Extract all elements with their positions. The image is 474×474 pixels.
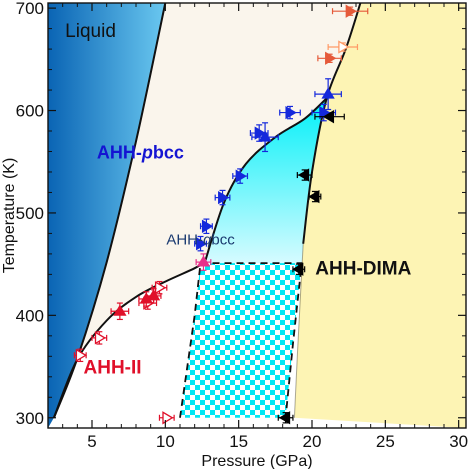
triangle-right-marker <box>154 281 167 295</box>
data-point <box>194 235 208 252</box>
data-point <box>214 189 231 206</box>
triangle-left-marker <box>297 168 310 182</box>
triangle-right-marker <box>94 331 107 345</box>
y-tick-label: 300 <box>16 409 44 428</box>
series-3 <box>317 4 369 65</box>
triangle-up-marker <box>196 255 211 267</box>
data-point <box>296 168 313 182</box>
data-point <box>199 218 214 235</box>
triangle-up-marker <box>146 289 161 301</box>
series-5 <box>194 103 337 252</box>
triangle-left-marker <box>278 411 291 425</box>
y-tick-label: 500 <box>16 204 44 223</box>
triangle-left-marker <box>292 262 304 276</box>
data-point <box>331 4 369 18</box>
triangle-right-marker <box>196 237 208 251</box>
qbcc-region <box>200 98 327 264</box>
triangle-right-marker <box>319 105 331 120</box>
x-tick-label: 10 <box>156 432 175 451</box>
triangle-right-marker <box>338 40 350 54</box>
series-2 <box>195 253 212 271</box>
triangle-left-marker <box>322 110 335 124</box>
qbcc-checker-region <box>180 263 302 418</box>
qbcc-label: AHH-qbcc <box>166 232 235 249</box>
data-point <box>195 253 212 271</box>
liquid-region <box>48 3 166 428</box>
triangle-up-marker <box>113 304 127 316</box>
triangle-right-marker <box>345 4 357 18</box>
y-tick-label: 600 <box>16 102 44 121</box>
data-point <box>314 110 345 124</box>
data-point <box>249 124 269 142</box>
data-point <box>251 122 279 153</box>
y-tick-label: 400 <box>16 306 44 325</box>
data-point <box>91 331 108 345</box>
pbcc-label: AHH-pbcc <box>97 143 184 163</box>
data-point <box>308 189 322 204</box>
qbcc-metastable-boundary <box>179 262 303 418</box>
data-point <box>110 302 130 321</box>
triangle-up-marker <box>321 87 335 99</box>
dima-region <box>294 3 466 428</box>
triangle-right-marker <box>201 219 214 233</box>
dima-label: AHH-DIMA <box>315 258 411 279</box>
plot-frame <box>47 2 467 429</box>
x-tick-label: 5 <box>87 432 96 451</box>
y-axis-label: Temperature (K) <box>1 158 18 274</box>
series-4 <box>327 40 359 54</box>
triangle-right-marker <box>235 169 247 183</box>
series-6 <box>251 78 342 153</box>
data-point <box>73 348 88 363</box>
data-point <box>279 105 301 120</box>
triangle-right-marker <box>285 105 297 120</box>
triangle-right-marker <box>218 190 230 205</box>
triangle-right-marker <box>75 348 88 362</box>
series-1 <box>110 288 162 321</box>
data-point <box>327 40 359 54</box>
x-tick-label: 25 <box>376 432 395 451</box>
triangle-left-marker <box>308 189 320 204</box>
triangle-right-marker <box>325 51 337 65</box>
data-point <box>232 168 249 184</box>
y-tick-label: 700 <box>16 0 44 18</box>
data-point <box>151 280 168 295</box>
x-tick-label: 15 <box>229 432 248 451</box>
data-point <box>314 78 342 111</box>
pbcc-region <box>53 3 361 418</box>
x-tick-label: 30 <box>449 432 468 451</box>
data-point <box>277 411 294 425</box>
series-7 <box>277 110 345 425</box>
qbcc-upper-line <box>203 97 328 263</box>
data-point <box>145 288 162 304</box>
ahh2-label: AHH-II <box>84 358 142 379</box>
x-tick-label: 20 <box>303 432 322 451</box>
liquid-label: Liquid <box>65 21 116 42</box>
data-point <box>292 262 306 276</box>
triangle-right-marker <box>254 126 266 140</box>
data-point <box>317 51 342 65</box>
x-axis-label: Pressure (GPa) <box>201 453 312 469</box>
triangle-up-marker <box>258 130 272 142</box>
